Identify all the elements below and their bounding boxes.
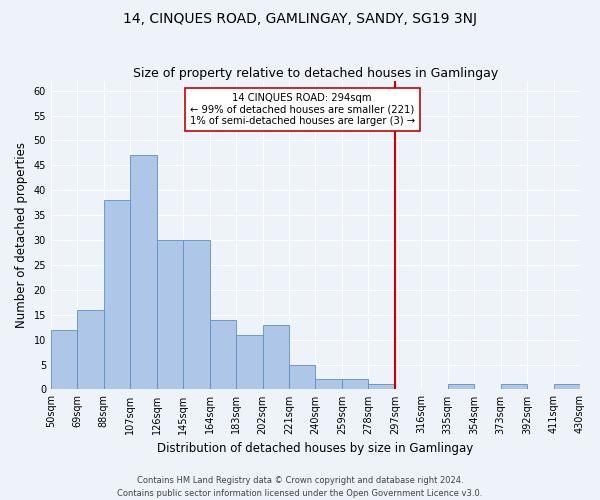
- Bar: [289, 364, 316, 390]
- Bar: [554, 384, 580, 390]
- Bar: [183, 240, 209, 390]
- Bar: [448, 384, 474, 390]
- Title: Size of property relative to detached houses in Gamlingay: Size of property relative to detached ho…: [133, 66, 498, 80]
- Bar: [157, 240, 183, 390]
- Text: 14, CINQUES ROAD, GAMLINGAY, SANDY, SG19 3NJ: 14, CINQUES ROAD, GAMLINGAY, SANDY, SG19…: [123, 12, 477, 26]
- Bar: [236, 334, 263, 390]
- Y-axis label: Number of detached properties: Number of detached properties: [15, 142, 28, 328]
- Bar: [316, 380, 342, 390]
- Text: Contains HM Land Registry data © Crown copyright and database right 2024.
Contai: Contains HM Land Registry data © Crown c…: [118, 476, 482, 498]
- Text: 14 CINQUES ROAD: 294sqm
← 99% of detached houses are smaller (221)
1% of semi-de: 14 CINQUES ROAD: 294sqm ← 99% of detache…: [190, 93, 415, 126]
- Bar: [51, 330, 77, 390]
- Bar: [342, 380, 368, 390]
- Bar: [368, 384, 395, 390]
- Bar: [500, 384, 527, 390]
- X-axis label: Distribution of detached houses by size in Gamlingay: Distribution of detached houses by size …: [157, 442, 473, 455]
- Bar: [130, 156, 157, 390]
- Bar: [263, 324, 289, 390]
- Bar: [104, 200, 130, 390]
- Bar: [77, 310, 104, 390]
- Bar: [209, 320, 236, 390]
